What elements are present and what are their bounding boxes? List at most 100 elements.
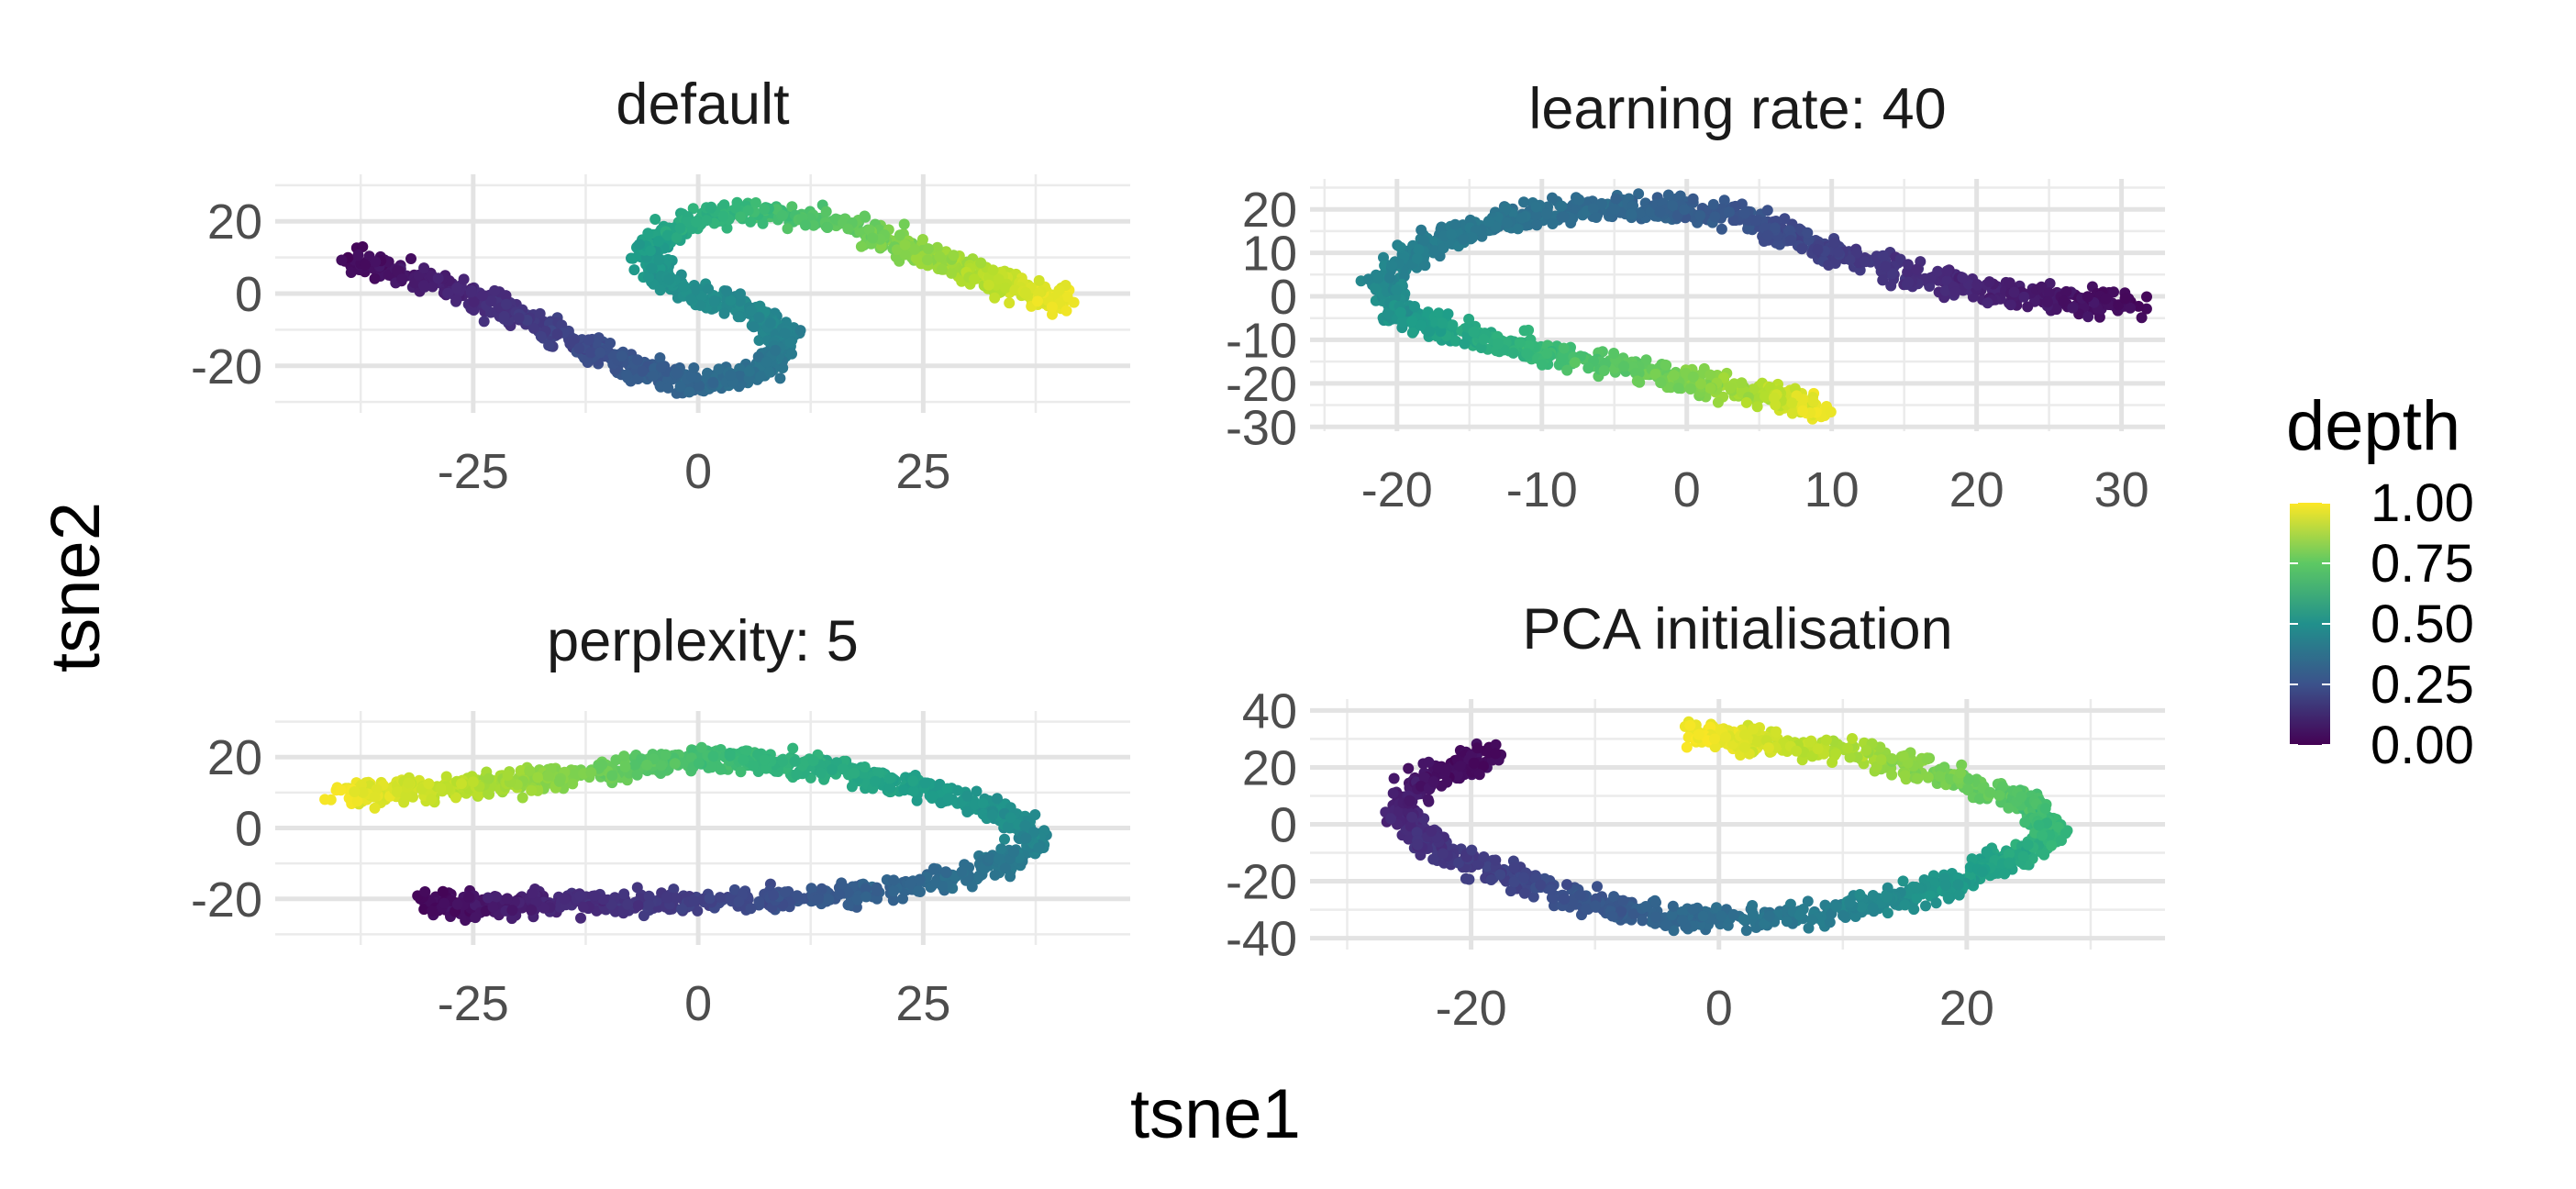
scatter-point [1406,316,1418,328]
scatter-point [369,802,381,814]
scatter-point [1558,342,1570,354]
scatter-point [2022,301,2034,313]
scatter-point [914,873,926,885]
scatter-point [1466,232,1478,244]
scatter-point [631,882,643,894]
scatter-point [742,205,754,217]
scatter-point [642,228,654,239]
scatter-point [1608,348,1620,359]
scatter-point [971,785,983,797]
scatter-point [859,761,871,772]
scatter-point [2133,300,2145,312]
scatter-point [1033,274,1045,286]
scatter-point [1672,383,1684,394]
scatter-point [707,376,719,388]
scatter-point [820,206,832,217]
scatter-point [694,299,706,311]
scatter-point [1750,215,1762,227]
scatter-point [500,298,512,310]
scatter-point [1707,198,1719,210]
scatter-point [1796,243,1808,255]
scatter-point [704,893,716,905]
scatter-point [532,772,544,783]
scatter-point [827,764,838,776]
scatter-point [688,895,700,906]
scatter-point [423,778,435,790]
scatter-point [2141,291,2152,303]
scatter-point [1501,217,1513,228]
scatter-point [1592,881,1603,893]
scatter-point [705,761,717,773]
scatter-point [619,761,631,772]
scatter-point [403,777,415,789]
scatter-point [777,756,789,767]
scatter-point [694,380,705,392]
scatter-point [1982,297,1993,309]
scatter-point [349,786,361,797]
scatter-point [648,370,660,382]
scatter-point [2082,291,2093,303]
scatter-point [1887,268,1898,280]
x-tick-label: 0 [684,444,712,499]
x-tick-label: 0 [684,976,712,1031]
scatter-point [789,755,801,767]
scatter-point [1396,316,1408,328]
scatter-point [418,262,430,274]
scatter-point [1797,405,1809,417]
scatter-point [1518,196,1529,208]
scatter-point [682,216,694,228]
scatter-point [942,793,954,805]
scatter-point [1370,282,1382,294]
scatter-point [1383,272,1395,283]
scatter-point [1610,193,1622,205]
scatter-point [654,352,666,363]
scatter-point [782,223,794,235]
scatter-point [725,370,737,381]
scatter-point [1877,274,1889,286]
scatter-point [583,334,594,346]
scatter-point [1825,406,1837,417]
scatter-point [678,281,690,293]
scatter-point [787,742,799,754]
scatter-point [606,770,618,782]
scatter-point [1740,396,1752,408]
panel-title: learning rate: 40 [1528,77,1946,141]
scatter-point [526,784,538,796]
scatter-point [713,363,725,375]
scatter-point [1885,280,1897,292]
scatter-point [1786,397,1798,409]
scatter-point [686,371,697,383]
scatter-point [764,317,776,329]
scatter-point [450,294,462,306]
scatter-point [573,342,585,354]
scatter-point [2004,277,2015,289]
scatter-point [936,263,948,275]
scatter-point [1608,891,1620,903]
scatter-point [1957,272,1969,283]
scatter-point [622,898,634,910]
scatter-point [770,344,782,356]
scatter-point [752,350,764,362]
scatter-point [553,775,565,787]
x-tick-label: 25 [895,444,950,499]
scatter-point [807,755,819,767]
scatter-point [1718,194,1730,206]
scatter-point [899,249,911,261]
scatter-point [1681,741,1693,753]
scatter-point [946,267,958,279]
scatter-point [1008,846,1020,858]
scatter-point [487,901,499,913]
scatter-point [674,381,686,393]
scatter-point [1649,368,1661,380]
scatter-point [669,758,681,770]
scatter-point [867,232,879,244]
scatter-point [369,272,381,284]
scatter-point [843,899,854,911]
scatter-point [451,282,462,294]
scatter-point [872,884,883,896]
scatter-point [975,257,987,269]
scatter-point [986,809,998,821]
scatter-point [2004,299,2016,311]
